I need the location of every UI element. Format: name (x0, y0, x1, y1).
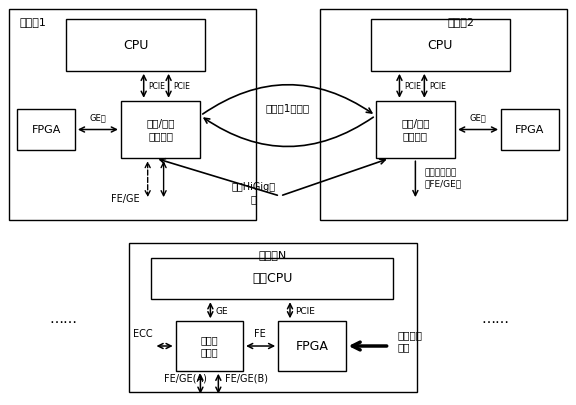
Text: GE口: GE口 (469, 113, 487, 123)
Bar (9, 9, 256, 220)
Text: ……: …… (49, 312, 77, 326)
Text: 板间HiGig级
联: 板间HiGig级 联 (231, 182, 275, 204)
Text: PCIE: PCIE (429, 82, 446, 91)
Bar (66, 19, 206, 71)
Text: 模拟成1颗芯片: 模拟成1颗芯片 (266, 104, 310, 114)
Text: PCIE: PCIE (295, 307, 315, 316)
Text: PCIE: PCIE (173, 82, 191, 91)
Text: 业务板N: 业务板N (259, 249, 287, 260)
Bar (129, 243, 418, 392)
Text: FE/GE(B): FE/GE(B) (225, 374, 268, 384)
Text: 处于阻塞状态
的FE/GE口: 处于阻塞状态 的FE/GE口 (425, 168, 461, 188)
Text: GE口: GE口 (89, 113, 107, 123)
Bar (151, 258, 393, 299)
Text: FE/GE(A): FE/GE(A) (164, 374, 206, 384)
Text: ……: …… (481, 312, 509, 326)
Bar (176, 321, 243, 371)
Text: FE: FE (254, 329, 266, 339)
Bar (501, 109, 559, 150)
Text: 三层/二层
交换芯片: 三层/二层 交换芯片 (146, 118, 175, 141)
Text: PCIE: PCIE (149, 82, 165, 91)
Text: CPU: CPU (123, 38, 149, 51)
Text: FPGA: FPGA (515, 124, 544, 134)
Text: 告警开销
插入: 告警开销 插入 (397, 330, 422, 352)
Text: 主控板1: 主控板1 (20, 17, 46, 27)
Text: 主控板2: 主控板2 (447, 17, 474, 27)
Text: 二层交
换芯片: 二层交 换芯片 (200, 335, 218, 357)
Text: FPGA: FPGA (295, 339, 328, 352)
Text: 单板CPU: 单板CPU (252, 272, 292, 285)
Bar (121, 101, 200, 158)
Bar (370, 19, 510, 71)
Bar (17, 109, 75, 150)
Text: PCIE: PCIE (404, 82, 421, 91)
Text: GE: GE (215, 307, 228, 316)
Text: FPGA: FPGA (32, 124, 61, 134)
Bar (320, 9, 567, 220)
Bar (278, 321, 346, 371)
Text: CPU: CPU (427, 38, 453, 51)
Bar (376, 101, 455, 158)
Text: 三层/二层
交换芯片: 三层/二层 交换芯片 (401, 118, 430, 141)
Text: ECC: ECC (133, 329, 153, 339)
Text: FE/GE: FE/GE (111, 194, 139, 204)
